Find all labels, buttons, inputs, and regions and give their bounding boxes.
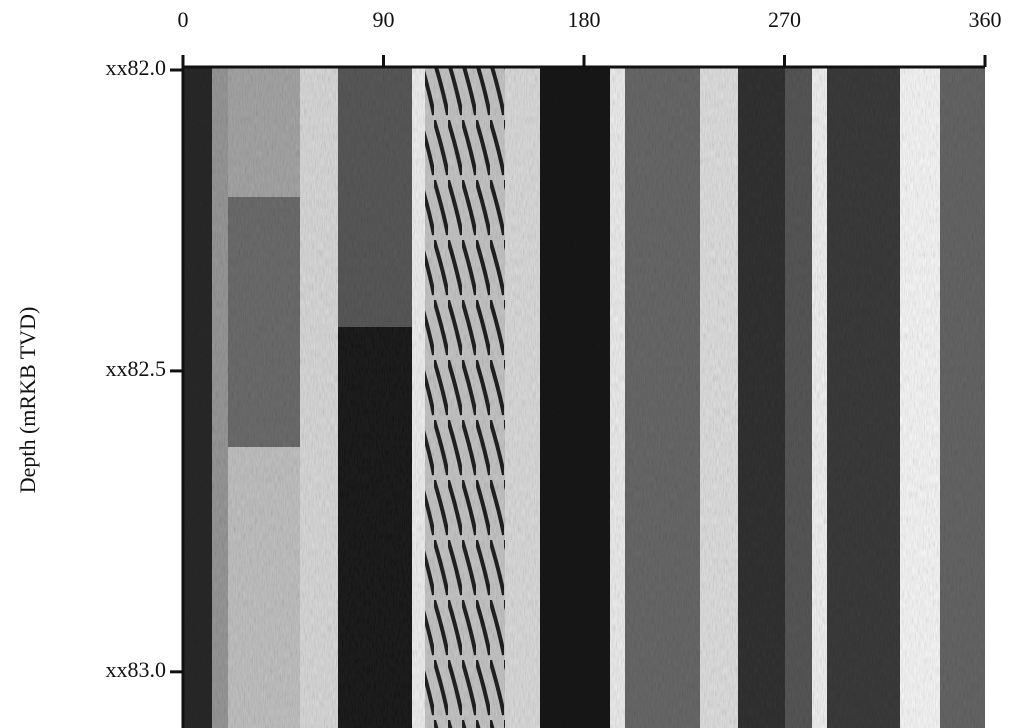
x-tick-label: 90 [373, 7, 395, 32]
x-tick-label: 180 [568, 7, 601, 32]
y-tick-label: xx82.5 [106, 356, 167, 381]
y-tick-label: xx83.0 [106, 657, 167, 682]
x-tick-label: 0 [178, 7, 189, 32]
borehole-image [183, 67, 985, 728]
y-axis-label: Depth (mRKB TVD) [15, 307, 40, 494]
y-tick-label: xx82.0 [106, 55, 167, 80]
x-tick-label: 270 [768, 7, 801, 32]
x-tick-label: 360 [969, 7, 1002, 32]
